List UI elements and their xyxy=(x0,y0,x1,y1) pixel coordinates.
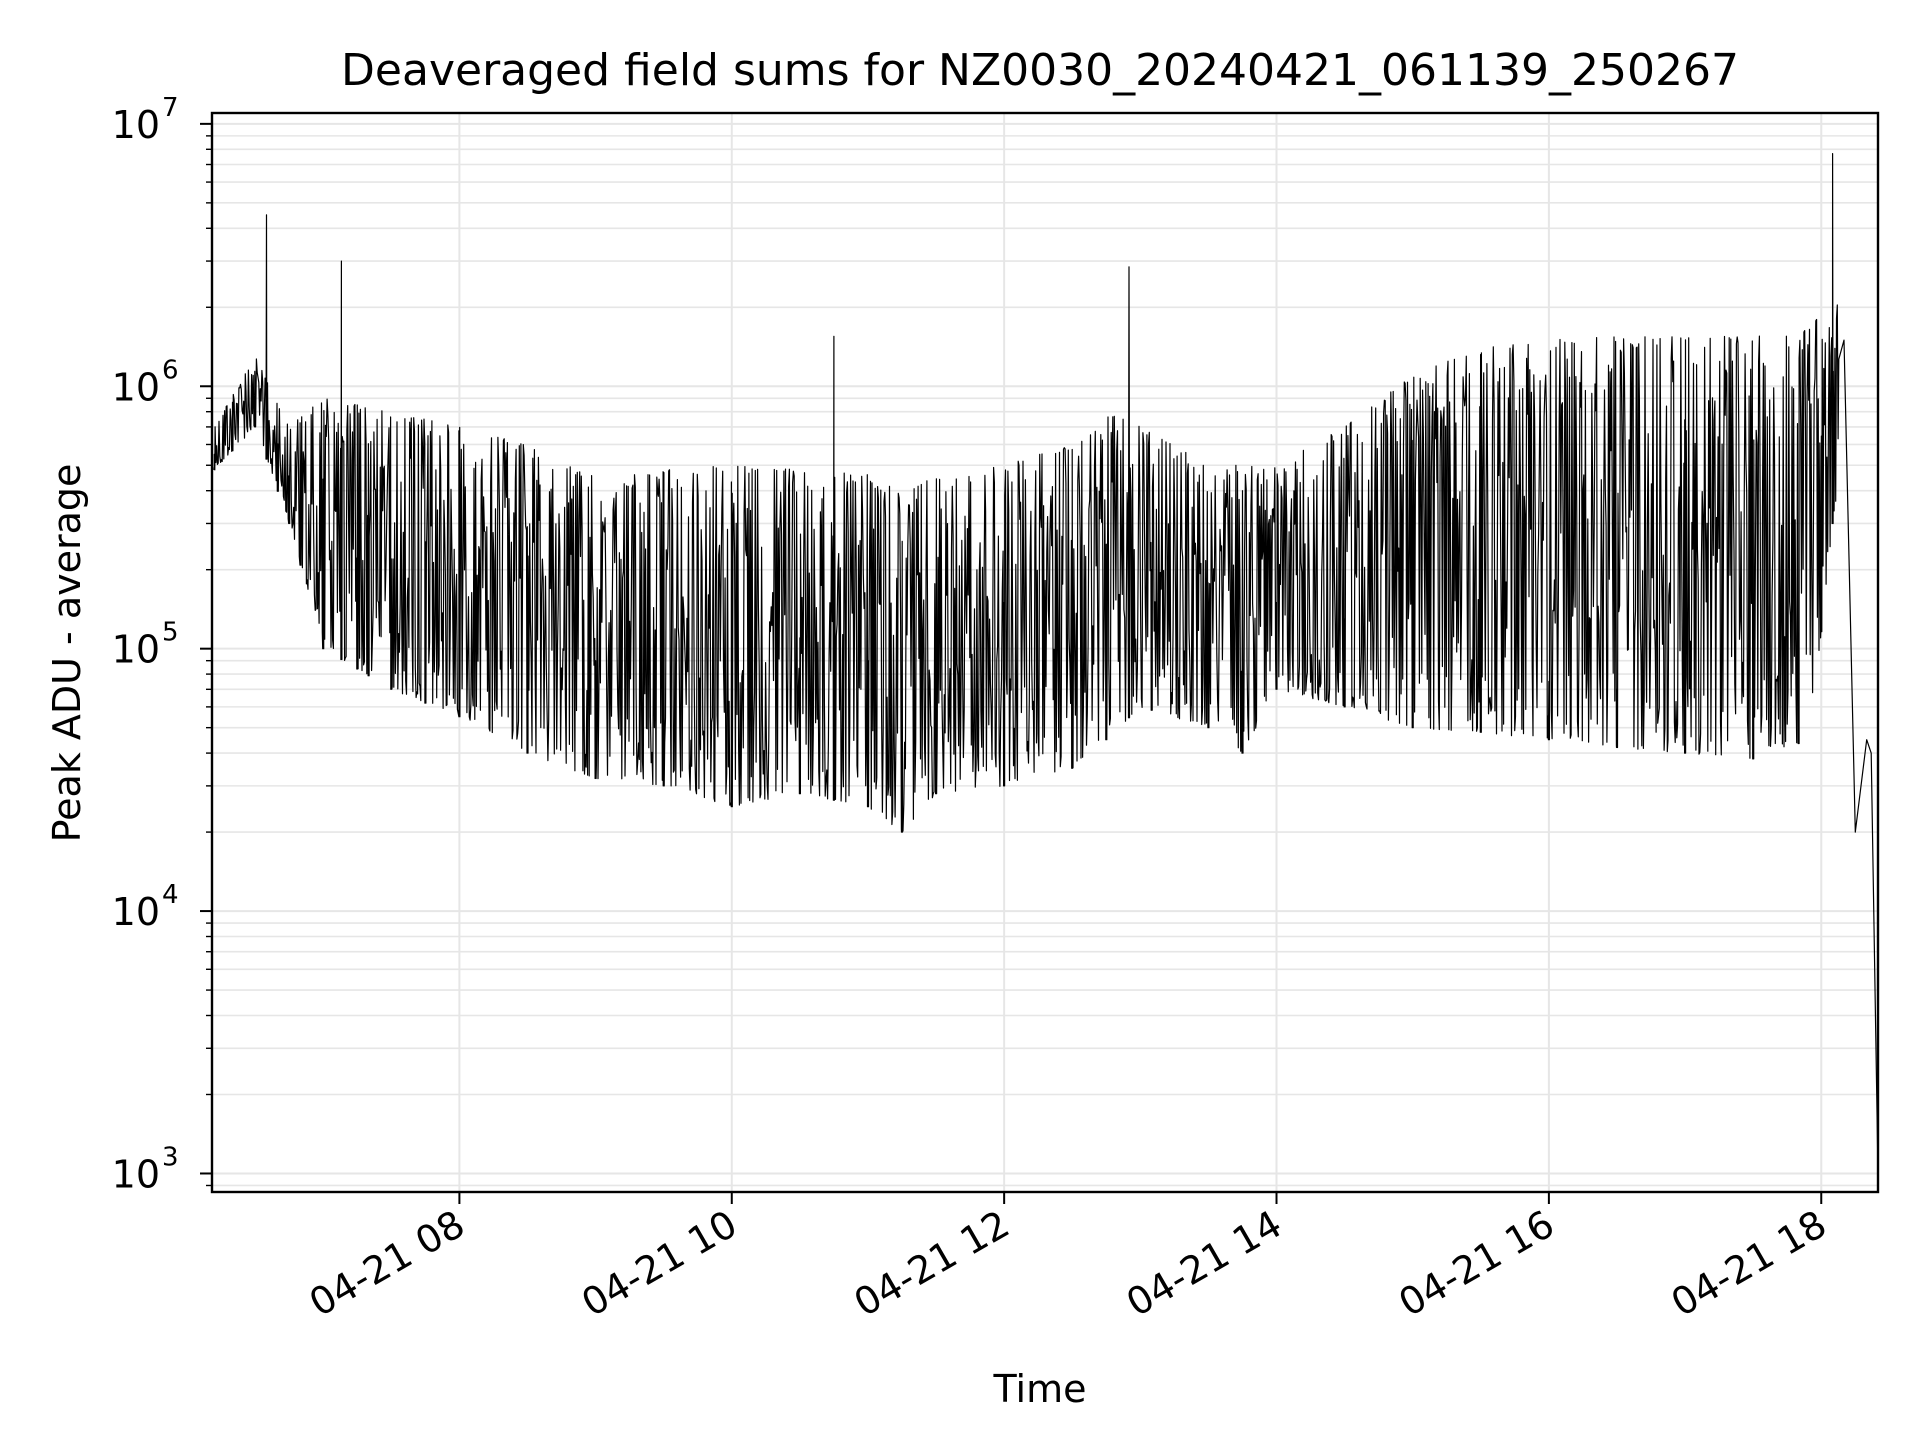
y-tick-exponent: 4 xyxy=(162,880,179,910)
y-tick-exponent: 3 xyxy=(162,1142,179,1172)
y-tick-label: 10 xyxy=(112,890,160,934)
chart-title: Deaveraged field sums for NZ0030_2024042… xyxy=(341,45,1739,96)
y-tick-label: 10 xyxy=(112,1152,160,1196)
y-tick-label: 10 xyxy=(112,365,160,409)
plot-area xyxy=(213,153,1879,1174)
y-tick-exponent: 5 xyxy=(162,618,179,648)
y-tick-label: 10 xyxy=(112,628,160,672)
x-axis-label: Time xyxy=(993,1367,1087,1411)
series-line xyxy=(213,153,1879,1174)
y-axis-label: Peak ADU - average xyxy=(45,464,89,843)
y-tick-exponent: 7 xyxy=(162,93,179,123)
y-tick-exponent: 6 xyxy=(162,355,179,385)
axes-frame xyxy=(210,111,1880,1194)
y-tick-label: 10 xyxy=(112,103,160,147)
